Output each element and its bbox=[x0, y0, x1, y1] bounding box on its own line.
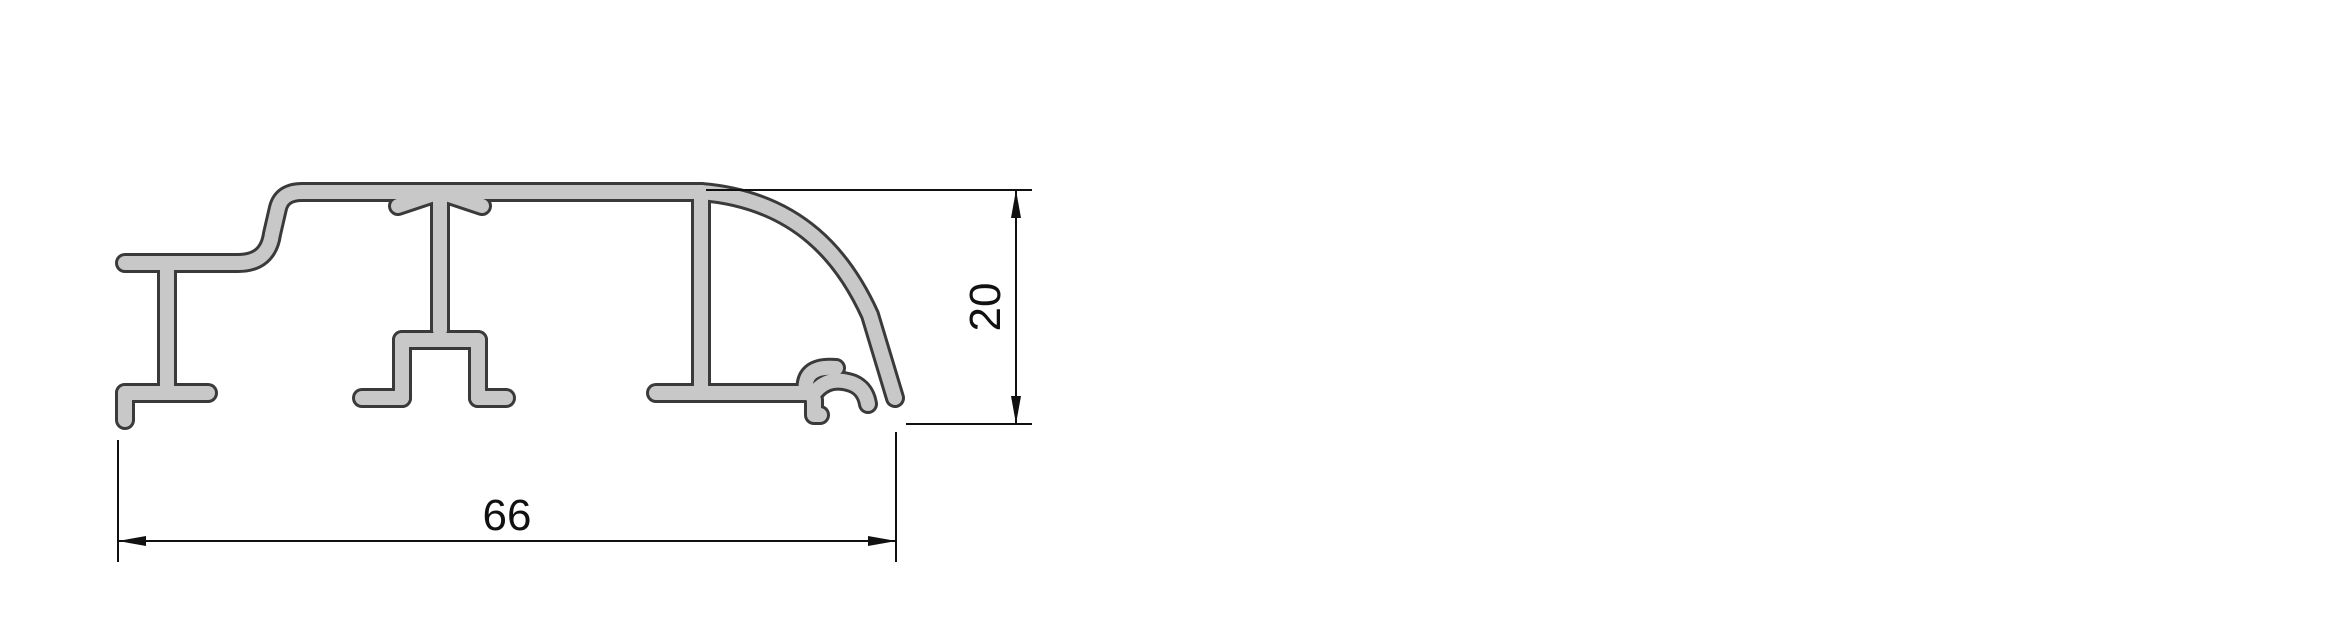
profile-fill bbox=[118, 185, 902, 427]
width-dimension-label: 66 bbox=[483, 491, 532, 540]
profile-outline bbox=[115, 182, 905, 430]
width-arrow-right-icon bbox=[868, 536, 896, 546]
profile-cross-section bbox=[115, 182, 905, 430]
width-dimension: 66 bbox=[117, 432, 897, 562]
height-arrow-bottom-icon bbox=[1011, 396, 1021, 424]
width-arrow-left-icon bbox=[118, 536, 146, 546]
height-dimension-label: 20 bbox=[961, 283, 1010, 332]
height-arrow-top-icon bbox=[1011, 190, 1021, 218]
height-dimension: 20 bbox=[706, 189, 1032, 425]
